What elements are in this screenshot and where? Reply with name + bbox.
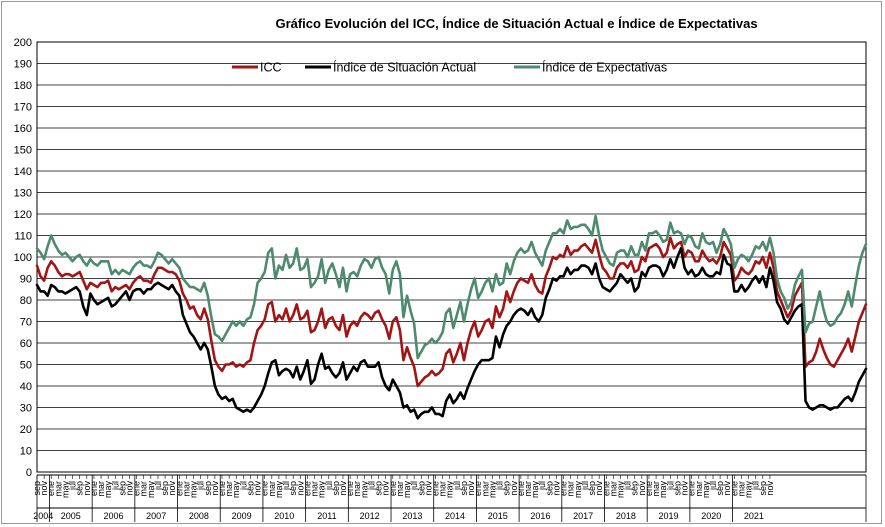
year-label: 2004: [33, 511, 53, 521]
year-label: 2020: [701, 511, 721, 521]
year-label: 2013: [402, 511, 422, 521]
year-label: 2009: [232, 511, 252, 521]
y-tick-label: 90: [20, 274, 32, 286]
y-tick-label: 180: [14, 80, 32, 92]
year-label: 2011: [317, 511, 336, 521]
series-line-situacion-actual: [37, 248, 866, 418]
y-tick-label: 200: [14, 37, 32, 49]
y-tick-label: 0: [26, 467, 32, 479]
y-tick-label: 30: [20, 403, 32, 415]
y-tick-label: 10: [20, 446, 32, 458]
y-tick-label: 70: [20, 317, 32, 329]
x-tick-label: nov: [765, 481, 775, 496]
y-tick-label: 140: [14, 166, 32, 178]
gridlines: [37, 42, 866, 472]
y-tick-label: 20: [20, 424, 32, 436]
year-label: 2016: [530, 511, 550, 521]
y-tick-label: 150: [14, 145, 32, 157]
year-label: 2017: [573, 511, 593, 521]
year-label: 2007: [146, 511, 166, 521]
y-tick-label: 190: [14, 59, 32, 71]
y-tick-label: 160: [14, 123, 32, 135]
y-axis-ticks: 0 10 20 30 40 50 60 70 80 90 100 110 120 130 140 150 160…: [14, 37, 32, 479]
y-tick-label: 120: [14, 209, 32, 221]
year-label: 2021: [744, 511, 764, 521]
year-label: 2006: [103, 511, 123, 521]
legend-label: Índice de Situación Actual: [333, 60, 476, 75]
series-lines: [37, 216, 866, 418]
year-label: 2012: [360, 511, 380, 521]
y-tick-label: 100: [14, 252, 32, 264]
x-axis-ticks: sepnovenemarmayjulsepnovenemarmayjulsepn…: [32, 475, 866, 522]
y-tick-label: 170: [14, 102, 32, 114]
legend-label: ICC: [260, 61, 282, 75]
y-tick-label: 80: [20, 295, 32, 307]
y-tick-label: 40: [20, 381, 32, 393]
legend: ICC Índice de Situación Actual Índice de E…: [232, 60, 667, 75]
y-tick-label: 60: [20, 338, 32, 350]
year-label: 2014: [445, 511, 465, 521]
y-tick-label: 50: [20, 360, 32, 372]
year-label: 2015: [488, 511, 508, 521]
y-tick-label: 130: [14, 188, 32, 200]
legend-label: Índice de Expectativas: [542, 60, 667, 75]
year-label: 2019: [659, 511, 679, 521]
line-chart: 0 10 20 30 40 50 60 70 80 90 100 110 120 130 140 150 160…: [0, 0, 885, 527]
y-tick-label: 110: [14, 231, 32, 243]
year-label: 2008: [189, 511, 209, 521]
year-label: 2010: [274, 511, 294, 521]
year-label: 2005: [61, 511, 81, 521]
year-label: 2018: [616, 511, 636, 521]
